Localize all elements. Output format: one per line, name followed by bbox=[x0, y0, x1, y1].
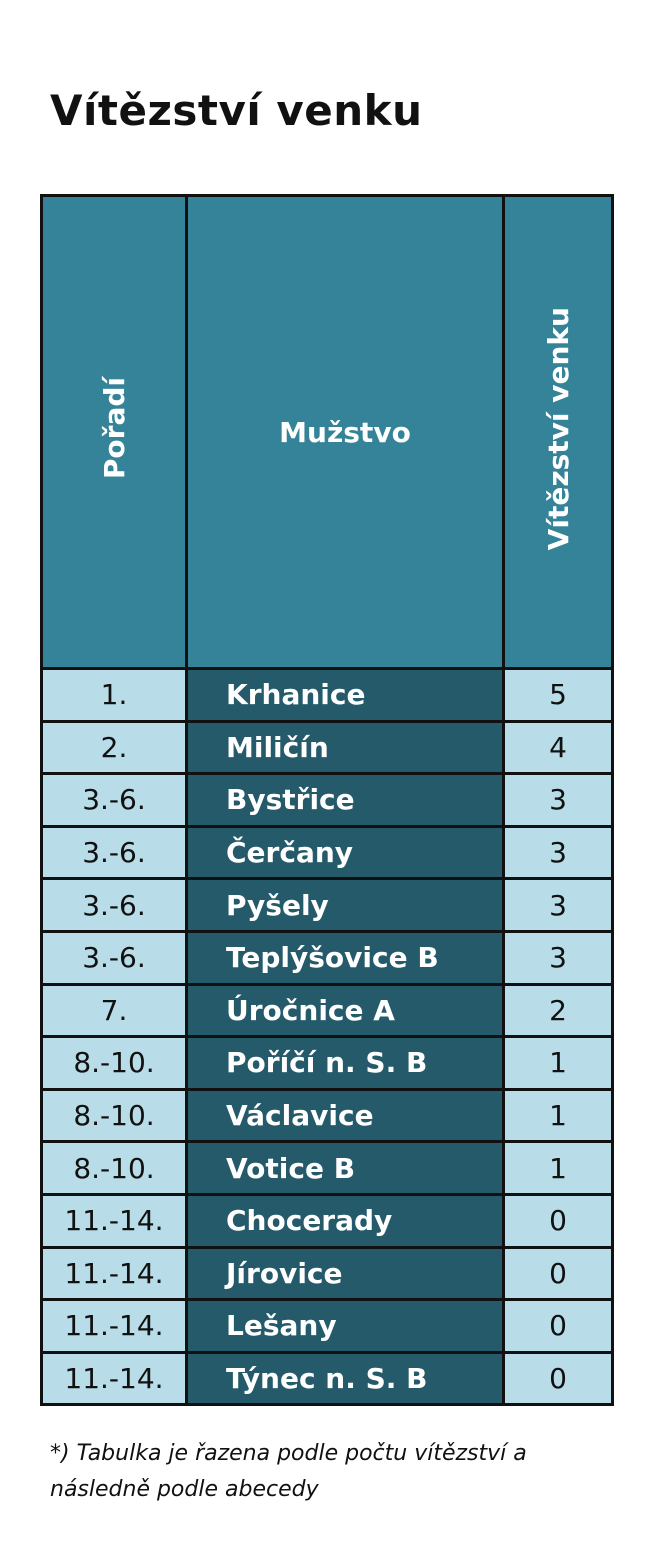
rank-cell: 1. bbox=[40, 667, 188, 723]
wins-cell: 3 bbox=[502, 877, 614, 933]
rank-cell: 11.-14. bbox=[40, 1192, 188, 1249]
rank-cell: 11.-14. bbox=[40, 1350, 188, 1407]
table-row: 11.-14. Jírovice 0 bbox=[40, 1245, 614, 1302]
wins-cell: 0 bbox=[502, 1192, 614, 1249]
wins-cell: 1 bbox=[502, 1035, 614, 1091]
rank-cell: 11.-14. bbox=[40, 1298, 188, 1354]
wins-cell: 5 bbox=[502, 667, 614, 723]
column-header: Vítězství venku bbox=[502, 194, 614, 670]
team-cell: Úročnice A bbox=[185, 982, 505, 1039]
table-row: 3.-6. Pyšely 3 bbox=[40, 877, 614, 933]
team-cell: Týnec n. S. B bbox=[185, 1350, 505, 1407]
wins-cell: 0 bbox=[502, 1245, 614, 1302]
rank-cell: 2. bbox=[40, 719, 188, 776]
team-cell: Bystřice bbox=[185, 772, 505, 828]
rank-cell: 8.-10. bbox=[40, 1087, 188, 1144]
team-cell: Miličín bbox=[185, 719, 505, 776]
wins-cell: 4 bbox=[502, 719, 614, 776]
team-cell: Chocerady bbox=[185, 1192, 505, 1249]
wins-cell: 1 bbox=[502, 1140, 614, 1196]
rank-cell: 8.-10. bbox=[40, 1035, 188, 1091]
table-row: 3.-6. Bystřice 3 bbox=[40, 772, 614, 828]
team-cell: Teplýšovice B bbox=[185, 929, 505, 986]
team-cell: Poříčí n. S. B bbox=[185, 1035, 505, 1091]
column-header: Pořadí bbox=[40, 194, 188, 670]
table-row: 2. Miličín 4 bbox=[40, 719, 614, 776]
column-header-text: Vítězství venku bbox=[541, 306, 575, 551]
table-row: 8.-10. Václavice 1 bbox=[40, 1087, 614, 1144]
team-cell: Čerčany bbox=[185, 824, 505, 881]
team-cell: Krhanice bbox=[185, 667, 505, 723]
column-header: Mužstvo bbox=[185, 194, 505, 670]
table-row: 1. Krhanice 5 bbox=[40, 667, 614, 723]
rank-cell: 3.-6. bbox=[40, 772, 188, 828]
wins-cell: 2 bbox=[502, 982, 614, 1039]
wins-cell: 3 bbox=[502, 929, 614, 986]
standings-table: Pořadí Mužstvo Vítězství venku 1. Krhanic… bbox=[40, 194, 614, 1407]
wins-cell: 3 bbox=[502, 772, 614, 828]
wins-cell: 1 bbox=[502, 1087, 614, 1144]
team-cell: Pyšely bbox=[185, 877, 505, 933]
table-row: 11.-14. Chocerady 0 bbox=[40, 1192, 614, 1249]
rank-cell: 8.-10. bbox=[40, 1140, 188, 1196]
table-row: 11.-14. Lešany 0 bbox=[40, 1298, 614, 1354]
rank-cell: 3.-6. bbox=[40, 929, 188, 986]
rank-cell: 7. bbox=[40, 982, 188, 1039]
column-header-text: Pořadí bbox=[97, 377, 131, 480]
rank-cell: 3.-6. bbox=[40, 877, 188, 933]
footnote: *) Tabulka je řazena podle počtu vítězst… bbox=[50, 1441, 527, 1502]
team-cell: Lešany bbox=[185, 1298, 505, 1354]
table-row: 3.-6. Čerčany 3 bbox=[40, 824, 614, 881]
team-cell: Jírovice bbox=[185, 1245, 505, 1302]
title: Vítězství venku bbox=[50, 86, 423, 135]
wins-cell: 0 bbox=[502, 1350, 614, 1407]
header-row: Pořadí Mužstvo Vítězství venku bbox=[40, 194, 614, 670]
wins-cell: 3 bbox=[502, 824, 614, 881]
wins-cell: 0 bbox=[502, 1298, 614, 1354]
rank-cell: 3.-6. bbox=[40, 824, 188, 881]
team-cell: Václavice bbox=[185, 1087, 505, 1144]
rank-cell: 11.-14. bbox=[40, 1245, 188, 1302]
team-cell: Votice B bbox=[185, 1140, 505, 1196]
